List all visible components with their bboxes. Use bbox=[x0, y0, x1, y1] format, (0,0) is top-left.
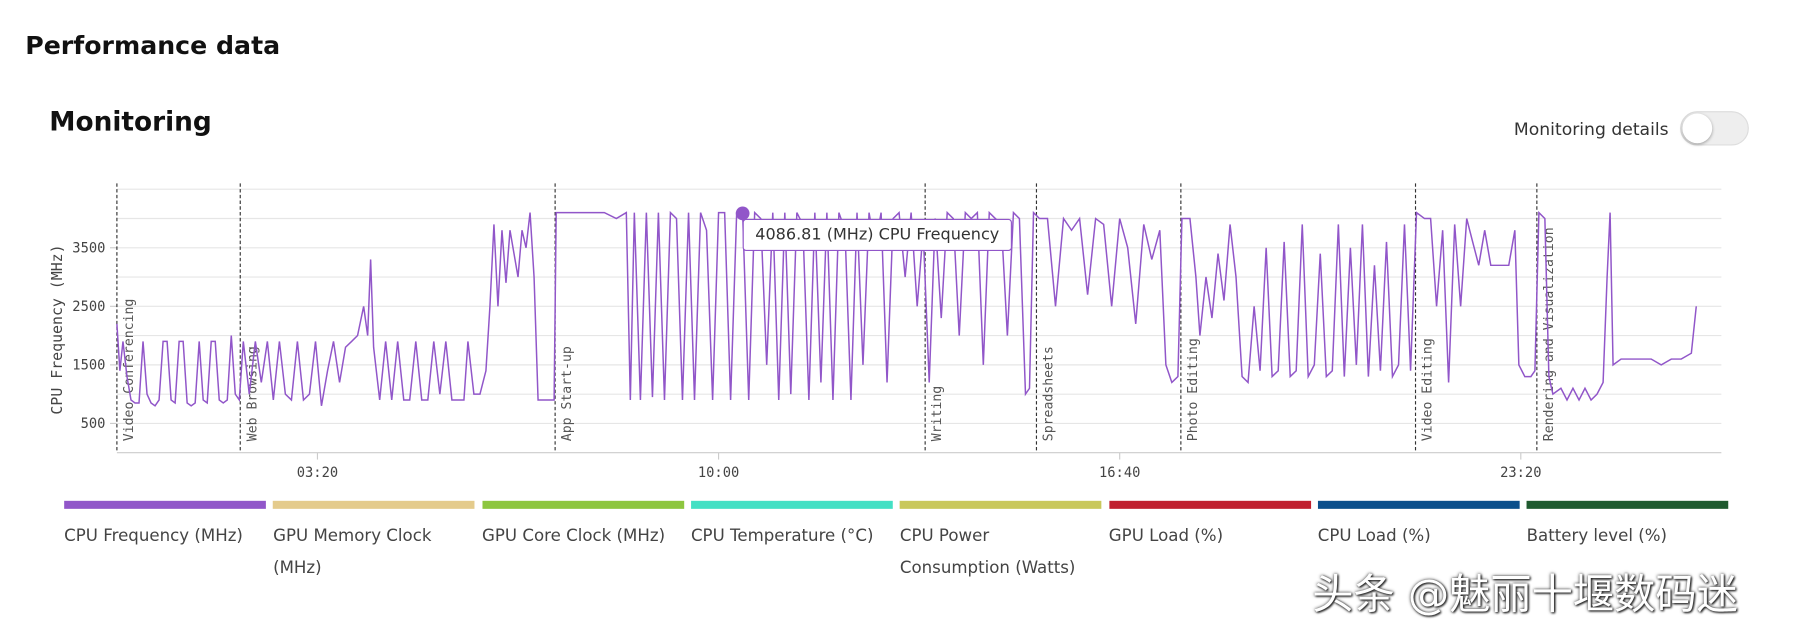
legend-label: CPU Power Consumption (Watts) bbox=[899, 527, 1076, 578]
section-title: Monitoring bbox=[49, 107, 212, 138]
legend-label: CPU Temperature (°C) bbox=[690, 527, 874, 546]
y-tick-label: 1500 bbox=[72, 357, 105, 373]
legend-swatch bbox=[690, 500, 893, 509]
annotation-label: Rendering and Visualization bbox=[1542, 227, 1557, 441]
legend-label: Battery level (%) bbox=[1526, 527, 1668, 546]
legend-label: CPU Frequency (MHz) bbox=[64, 527, 243, 546]
toggle-knob bbox=[1682, 113, 1713, 144]
annotation-label: Writing bbox=[930, 386, 945, 441]
x-tick-label: 16:40 bbox=[1099, 465, 1140, 481]
legend-label: CPU Load (%) bbox=[1317, 527, 1431, 546]
legend-item[interactable]: CPU Frequency (MHz) bbox=[64, 500, 266, 553]
legend-swatch bbox=[1317, 500, 1520, 509]
annotation-label: Video Conferencing bbox=[122, 299, 137, 442]
legend-item[interactable]: CPU Power Consumption (Watts) bbox=[899, 500, 1102, 585]
annotation-label: Photo Editing bbox=[1186, 338, 1201, 441]
x-tick-label: 10:00 bbox=[698, 465, 739, 481]
legend-swatch bbox=[1108, 500, 1311, 509]
y-axis-label: CPU Frequency (MHz) bbox=[48, 244, 66, 414]
y-tick-label: 500 bbox=[81, 416, 106, 432]
page-title: Performance data bbox=[25, 32, 281, 61]
legend-item[interactable]: GPU Core Clock (MHz) bbox=[482, 500, 684, 553]
legend-item[interactable]: CPU Temperature (°C) bbox=[690, 500, 893, 553]
legend-swatch bbox=[64, 500, 266, 509]
x-tick-label: 23:20 bbox=[1500, 465, 1541, 481]
legend-swatch bbox=[482, 500, 684, 509]
annotation-label: Web Browsing bbox=[245, 346, 260, 441]
series-line bbox=[116, 210, 1698, 407]
legend-item[interactable]: CPU Load (%) bbox=[1317, 500, 1520, 553]
y-tick-label: 3500 bbox=[72, 240, 105, 256]
tooltip: 4086.81 (MHz) CPU Frequency bbox=[742, 218, 1012, 251]
y-tick-label: 2500 bbox=[72, 299, 105, 315]
legend-item[interactable]: Battery level (%) bbox=[1526, 500, 1729, 553]
legend-swatch bbox=[899, 500, 1102, 509]
toggle-switch[interactable] bbox=[1680, 111, 1749, 146]
annotation-label: Video Editing bbox=[1421, 338, 1436, 441]
legend-item[interactable]: GPU Memory Clock (MHz) bbox=[273, 500, 475, 585]
legend-label: GPU Memory Clock (MHz) bbox=[273, 527, 432, 578]
annotation-label: Spreadsheets bbox=[1042, 346, 1057, 441]
legend-item[interactable]: GPU Load (%) bbox=[1108, 500, 1311, 553]
legend-label: GPU Core Clock (MHz) bbox=[482, 527, 666, 546]
legend-swatch bbox=[273, 500, 475, 509]
legend-swatch bbox=[1526, 500, 1729, 509]
x-tick-label: 03:20 bbox=[297, 465, 338, 481]
toggle-label: Monitoring details bbox=[1513, 119, 1669, 140]
watermark: 头条 @魅丽十堰数码迷 bbox=[1312, 571, 1738, 619]
hover-point bbox=[735, 206, 750, 221]
annotation-label: App Start-up bbox=[560, 346, 575, 441]
legend-label: GPU Load (%) bbox=[1108, 527, 1224, 546]
